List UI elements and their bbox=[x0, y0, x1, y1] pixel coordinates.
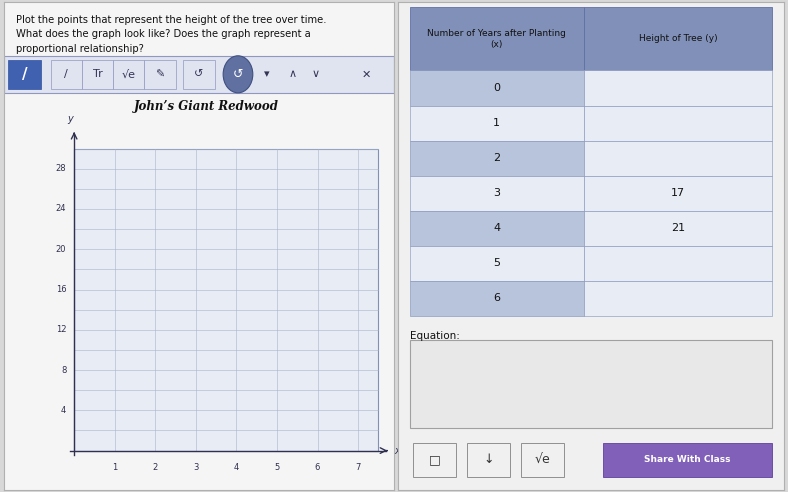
Bar bbox=[584, 246, 772, 281]
Bar bbox=[410, 7, 584, 70]
Bar bbox=[467, 443, 510, 477]
Text: 28: 28 bbox=[56, 164, 66, 173]
Text: 24: 24 bbox=[56, 205, 66, 214]
Text: ∧: ∧ bbox=[288, 69, 296, 79]
Text: 4: 4 bbox=[61, 406, 66, 415]
Bar bbox=[410, 246, 584, 281]
Bar bbox=[410, 211, 584, 246]
Text: ↺: ↺ bbox=[195, 69, 203, 79]
Bar bbox=[113, 60, 144, 89]
Text: Share With Class: Share With Class bbox=[645, 455, 730, 464]
Text: 5: 5 bbox=[493, 258, 500, 268]
Bar bbox=[410, 70, 584, 105]
Bar bbox=[410, 176, 584, 211]
Text: proportional relationship?: proportional relationship? bbox=[16, 44, 143, 54]
Text: 21: 21 bbox=[671, 223, 686, 233]
Text: ↺: ↺ bbox=[232, 68, 243, 81]
Text: Number of Years after Planting
(x): Number of Years after Planting (x) bbox=[427, 29, 566, 49]
Text: 6: 6 bbox=[315, 463, 320, 472]
Bar bbox=[144, 60, 176, 89]
Text: What does the graph look like? Does the graph represent a: What does the graph look like? Does the … bbox=[16, 29, 310, 39]
Text: 1: 1 bbox=[493, 118, 500, 128]
Bar bbox=[410, 141, 584, 176]
Text: /: / bbox=[22, 67, 28, 82]
Text: ✎: ✎ bbox=[155, 69, 165, 79]
Bar bbox=[522, 443, 564, 477]
Text: ✕: ✕ bbox=[362, 69, 371, 79]
Text: 2: 2 bbox=[493, 153, 500, 163]
Circle shape bbox=[223, 56, 253, 93]
Bar bbox=[584, 70, 772, 105]
Text: Tr: Tr bbox=[93, 69, 102, 79]
Bar bbox=[603, 443, 772, 477]
Bar bbox=[82, 60, 113, 89]
Text: 4: 4 bbox=[493, 223, 500, 233]
Bar bbox=[584, 211, 772, 246]
Text: 5: 5 bbox=[274, 463, 280, 472]
Text: y: y bbox=[68, 114, 73, 124]
Bar bbox=[414, 443, 455, 477]
Bar bbox=[184, 60, 214, 89]
Text: Plot the points that represent the height of the tree over time.: Plot the points that represent the heigh… bbox=[16, 15, 326, 25]
Text: 4: 4 bbox=[234, 463, 239, 472]
Bar bbox=[4, 56, 394, 92]
Text: √e: √e bbox=[122, 69, 136, 79]
Bar bbox=[410, 105, 584, 141]
Text: □: □ bbox=[429, 453, 440, 466]
Text: ▾: ▾ bbox=[265, 69, 270, 79]
Bar bbox=[584, 281, 772, 316]
Text: ↓: ↓ bbox=[483, 453, 494, 466]
Text: 3: 3 bbox=[493, 188, 500, 198]
Text: 16: 16 bbox=[56, 285, 66, 294]
Bar bbox=[50, 60, 82, 89]
Text: Equation:: Equation: bbox=[410, 331, 459, 340]
Bar bbox=[410, 340, 772, 428]
Text: 12: 12 bbox=[56, 325, 66, 334]
Text: ∨: ∨ bbox=[312, 69, 320, 79]
Text: x: x bbox=[394, 446, 400, 456]
Text: 1: 1 bbox=[112, 463, 117, 472]
Text: √e: √e bbox=[535, 453, 551, 466]
Text: 3: 3 bbox=[193, 463, 199, 472]
Text: 8: 8 bbox=[61, 366, 66, 374]
Bar bbox=[584, 141, 772, 176]
Text: 17: 17 bbox=[671, 188, 686, 198]
Bar bbox=[584, 7, 772, 70]
Text: 6: 6 bbox=[493, 293, 500, 304]
Text: 20: 20 bbox=[56, 245, 66, 254]
Bar bbox=[410, 281, 584, 316]
Bar bbox=[74, 149, 378, 451]
Text: John’s Giant Redwood: John’s Giant Redwood bbox=[134, 100, 279, 113]
Text: Height of Tree (y): Height of Tree (y) bbox=[639, 34, 717, 43]
Bar bbox=[584, 105, 772, 141]
Text: /: / bbox=[65, 69, 69, 79]
Text: 2: 2 bbox=[153, 463, 158, 472]
Bar bbox=[584, 176, 772, 211]
Bar bbox=[8, 60, 41, 89]
Text: 7: 7 bbox=[355, 463, 361, 472]
Text: 0: 0 bbox=[493, 83, 500, 93]
